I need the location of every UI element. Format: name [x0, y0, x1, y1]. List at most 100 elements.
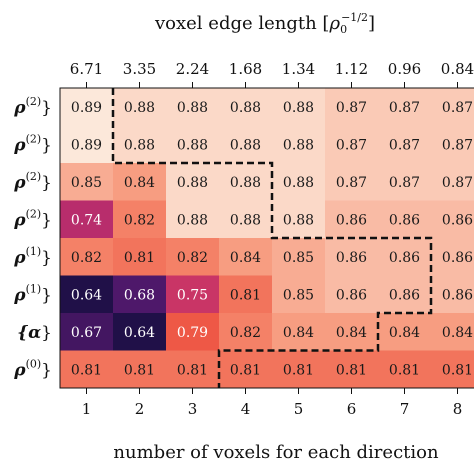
heatmap-value-r3-c6: 0.87 [336, 175, 367, 191]
heatmap-value-r7-c5: 0.84 [283, 325, 314, 341]
heatmap-cell-r3-c3 [166, 163, 220, 201]
best-region-dashed-boundary [111, 88, 433, 388]
heatmap-value-r1-c6: 0.87 [336, 100, 367, 116]
heatmap-value-r2-c8: 0.87 [442, 137, 473, 153]
row-label-1: ρ(2)} [13, 95, 52, 118]
heatmap-cell-r2-c6 [325, 125, 379, 164]
heatmap-value-r5-c6: 0.86 [336, 250, 367, 266]
heatmap-value-r4-c4: 0.88 [230, 212, 261, 228]
top-axis-title: voxel edge length [ρ0−1/2] [154, 11, 375, 36]
heatmap-value-r6-c8: 0.86 [442, 287, 473, 303]
heatmap-cell-r5-c3 [166, 238, 220, 276]
heatmap-value-r7-c8: 0.84 [442, 325, 473, 341]
heatmap-value-r1-c4: 0.88 [230, 100, 261, 116]
heatmap-cell-r8-c6 [325, 350, 379, 389]
heatmap-value-r5-c8: 0.86 [442, 250, 473, 266]
heatmap-cell-r6-c1 [60, 275, 114, 314]
x-tick-label: 3 [188, 400, 198, 418]
heatmap-cell-r4-c5 [272, 200, 326, 239]
heatmap-cell-r7-c1 [60, 313, 114, 351]
bottom-axis-ticks: 1 2 3 4 5 6 7 8 [82, 388, 462, 418]
x-tick-label: 1 [82, 400, 92, 418]
heatmap-value-r8-c2: 0.81 [124, 362, 155, 378]
heatmap-value-labels: 0.89 0.88 0.88 0.88 0.88 0.87 0.87 0.87 0.89 0.88… [71, 100, 473, 379]
top-tick-label: 0.84 [441, 60, 474, 78]
heatmap-cell-r6-c3 [166, 275, 220, 314]
plot-frame [59, 87, 474, 389]
heatmap-value-r8-c3: 0.81 [177, 362, 208, 378]
heatmap-cell-r5-c1 [60, 238, 114, 276]
top-tick-label: 0.96 [388, 60, 421, 78]
heatmap-cell-r6-c7 [378, 275, 432, 314]
heatmap-value-r8-c8: 0.81 [442, 362, 473, 378]
heatmap-value-r3-c5: 0.88 [283, 175, 314, 191]
heatmap-value-r5-c1: 0.82 [71, 250, 102, 266]
x-axis-title: number of voxels for each direction [113, 442, 439, 463]
heatmap-cell-r4-c1 [60, 200, 114, 239]
heatmap-value-r5-c7: 0.86 [389, 250, 420, 266]
heatmap-cell-r5-c7 [378, 238, 432, 276]
heatmap-value-r4-c7: 0.86 [389, 212, 420, 228]
heatmap-cell-r3-c4 [219, 163, 273, 201]
heatmap-cell-r8-c7 [378, 350, 432, 389]
heatmap-cell-r5-c8 [431, 238, 474, 276]
heatmap-value-r4-c2: 0.82 [124, 212, 155, 228]
heatmap-cell-r8-c8 [431, 350, 474, 389]
heatmap-value-r3-c3: 0.88 [177, 175, 208, 191]
heatmap-cell-r2-c7 [378, 125, 432, 164]
heatmap-cell-r4-c7 [378, 200, 432, 239]
heatmap-cell-r6-c8 [431, 275, 474, 314]
row-label-6: ρ(1)} [13, 282, 52, 305]
heatmap-value-r3-c7: 0.87 [389, 175, 420, 191]
heatmap-value-r6-c4: 0.81 [230, 287, 261, 303]
heatmap-cell-r3-c1 [60, 163, 114, 201]
heatmap-cell-r4-c3 [166, 200, 220, 239]
heatmap-cell-r5-c4 [219, 238, 273, 276]
heatmap-cell-r1-c2 [113, 88, 167, 126]
heatmap-cell-r4-c6 [325, 200, 379, 239]
heatmap-cell-r1-c1 [60, 88, 114, 126]
heatmap-value-r2-c4: 0.88 [230, 137, 261, 153]
heatmap-value-r3-c2: 0.84 [124, 175, 155, 191]
heatmap-cell-r2-c5 [272, 125, 326, 164]
heatmap-cell-r1-c8 [431, 88, 474, 126]
heatmap-value-r8-c4: 0.81 [230, 362, 261, 378]
top-tick-label: 3.35 [123, 60, 156, 78]
heatmap-cell-r7-c8 [431, 313, 474, 351]
heatmap-value-r4-c1: 0.74 [71, 212, 102, 228]
heatmap-cell-r8-c1 [60, 350, 114, 389]
heatmap-cell-r5-c6 [325, 238, 379, 276]
x-tick-label: 7 [400, 400, 410, 418]
heatmap-value-r8-c6: 0.81 [336, 362, 367, 378]
top-tick-label: 1.34 [282, 60, 315, 78]
heatmap-value-r6-c2: 0.68 [124, 287, 155, 303]
heatmap-cell-r8-c2 [113, 350, 167, 389]
heatmap-cell-r4-c8 [431, 200, 474, 239]
top-tick-label: 1.12 [335, 60, 368, 78]
x-tick-label: 4 [241, 400, 251, 418]
heatmap-cell-r7-c3 [166, 313, 220, 351]
heatmap-value-r5-c2: 0.81 [124, 250, 155, 266]
heatmap-cell-r2-c3 [166, 125, 220, 164]
heatmap-value-r1-c3: 0.88 [177, 100, 208, 116]
heatmap-value-r3-c1: 0.85 [71, 175, 102, 191]
heatmap-cell-r8-c4 [219, 350, 273, 389]
heatmap-cells [60, 88, 474, 389]
heatmap-value-r5-c3: 0.82 [177, 250, 208, 266]
row-label-5: ρ(1)} [13, 245, 52, 268]
heatmap-value-r4-c8: 0.86 [442, 212, 473, 228]
heatmap-value-r4-c5: 0.88 [283, 212, 314, 228]
heatmap-cell-r7-c6 [325, 313, 379, 351]
heatmap-value-r6-c6: 0.86 [336, 287, 367, 303]
heatmap-value-r7-c4: 0.82 [230, 325, 261, 341]
row-labels: ρ(2)} ρ(2)} ρ(2)} ρ(2)} ρ(1)} ρ(1)} {α} ρ(0)} [13, 95, 52, 381]
heatmap-cell-r8-c5 [272, 350, 326, 389]
heatmap-cell-r1-c5 [272, 88, 326, 126]
heatmap-value-r7-c2: 0.64 [124, 325, 155, 341]
heatmap-value-r1-c5: 0.88 [283, 100, 314, 116]
heatmap-value-r8-c1: 0.81 [71, 362, 102, 378]
heatmap-cell-r3-c7 [378, 163, 432, 201]
heatmap-cell-r1-c4 [219, 88, 273, 126]
heatmap-value-r7-c7: 0.84 [389, 325, 420, 341]
heatmap-cell-r6-c2 [113, 275, 167, 314]
